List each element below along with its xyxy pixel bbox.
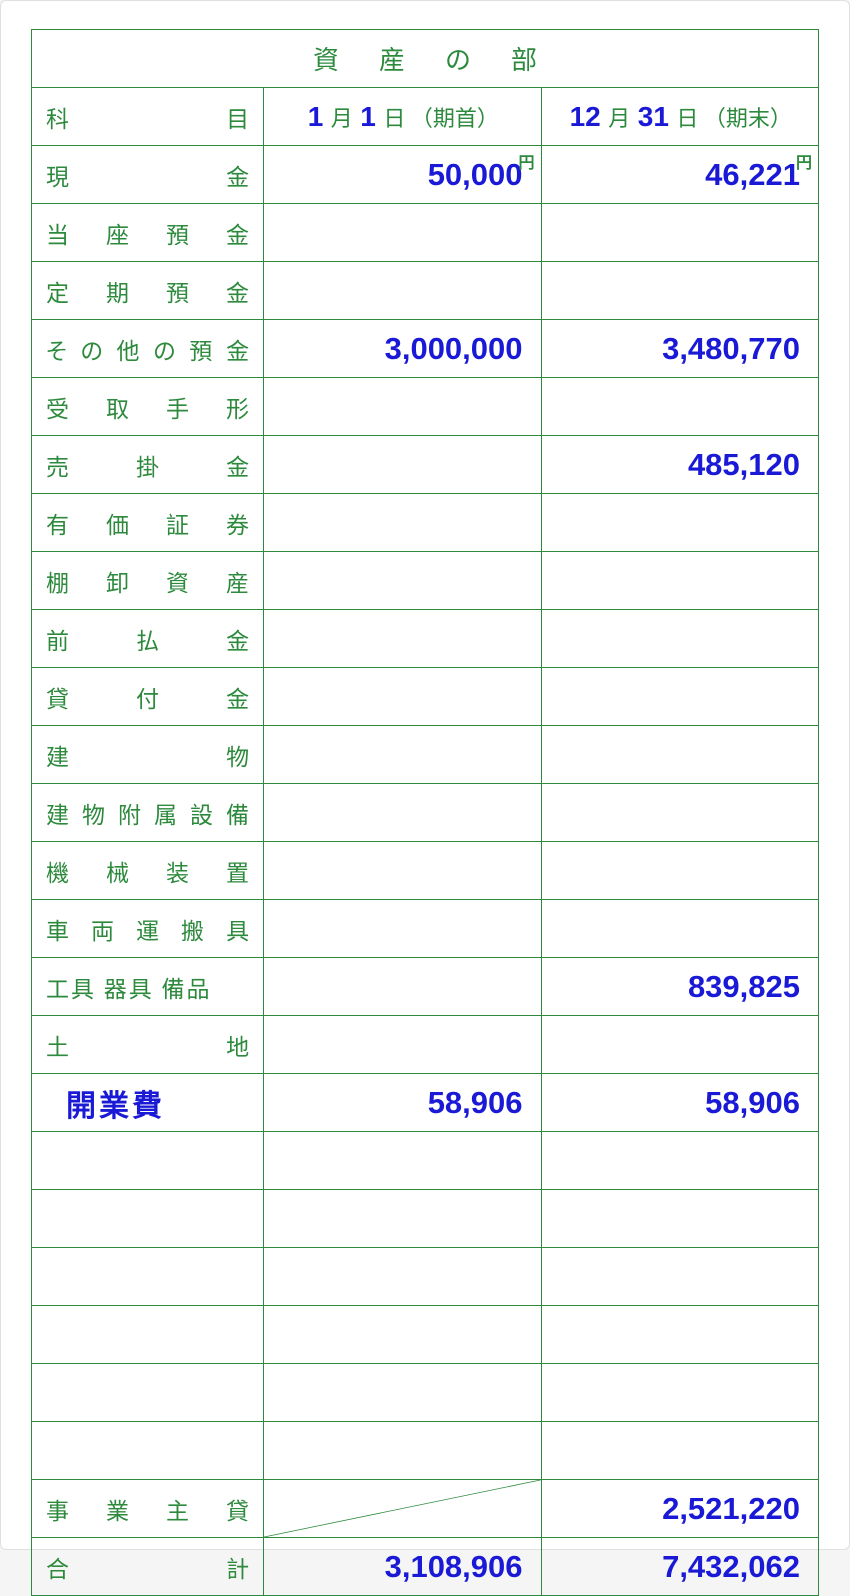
owner-draw-start-na <box>264 1480 541 1538</box>
amount-start <box>264 784 541 842</box>
amount-end <box>541 1248 818 1306</box>
account-label-empty <box>32 1422 264 1480</box>
amount-start: 50,000円 <box>264 146 541 204</box>
account-label: 工具 器具 備品 <box>32 958 264 1016</box>
amount-start <box>264 494 541 552</box>
section-title: 資産の部 <box>32 30 819 88</box>
amount-end <box>541 1016 818 1074</box>
amount-start <box>264 204 541 262</box>
amount-end <box>541 378 818 436</box>
yen-symbol: 円 <box>519 149 535 173</box>
header-period-start: 1 月 1 日 （期首） <box>264 88 541 146</box>
amount-start <box>264 1016 541 1074</box>
amount-start <box>264 900 541 958</box>
account-label: 車両運搬具 <box>32 900 264 958</box>
account-label: 土地 <box>32 1016 264 1074</box>
amount-end: 839,825 <box>541 958 818 1016</box>
assets-table: 資産の部 科目 1 月 1 日 （期首） 12 月 31 日 （期末） 現金50… <box>31 29 819 1596</box>
amount-end <box>541 1190 818 1248</box>
total-end: 7,432,062 <box>541 1538 818 1596</box>
amount-end <box>541 668 818 726</box>
account-label-custom: 開業費 <box>32 1074 264 1132</box>
amount-end <box>541 262 818 320</box>
amount-end: 3,480,770 <box>541 320 818 378</box>
account-label: 現金 <box>32 146 264 204</box>
account-label: 当座預金 <box>32 204 264 262</box>
amount-end <box>541 1422 818 1480</box>
amount-end <box>541 552 818 610</box>
account-label: 定期預金 <box>32 262 264 320</box>
amount-end <box>541 784 818 842</box>
total-label: 合計 <box>32 1538 264 1596</box>
account-label: 受取手形 <box>32 378 264 436</box>
account-label: 建物 <box>32 726 264 784</box>
account-label: 貸付金 <box>32 668 264 726</box>
account-label: 建物附属設備 <box>32 784 264 842</box>
amount-start <box>264 610 541 668</box>
account-label-empty <box>32 1132 264 1190</box>
amount-end: 46,221円 <box>541 146 818 204</box>
amount-end <box>541 204 818 262</box>
amount-start <box>264 668 541 726</box>
account-label: 有価証券 <box>32 494 264 552</box>
amount-end <box>541 900 818 958</box>
amount-start <box>264 1364 541 1422</box>
amount-end <box>541 494 818 552</box>
amount-start: 58,906 <box>264 1074 541 1132</box>
amount-end <box>541 842 818 900</box>
amount-end: 58,906 <box>541 1074 818 1132</box>
amount-start <box>264 842 541 900</box>
amount-start <box>264 958 541 1016</box>
amount-start <box>264 1132 541 1190</box>
amount-end <box>541 1132 818 1190</box>
amount-start <box>264 726 541 784</box>
header-period-end: 12 月 31 日 （期末） <box>541 88 818 146</box>
amount-end <box>541 1306 818 1364</box>
amount-start <box>264 1422 541 1480</box>
amount-end <box>541 610 818 668</box>
account-label: その他の預金 <box>32 320 264 378</box>
amount-start <box>264 378 541 436</box>
amount-start <box>264 436 541 494</box>
amount-start <box>264 552 541 610</box>
account-label-empty <box>32 1364 264 1422</box>
amount-end <box>541 726 818 784</box>
account-label-empty <box>32 1190 264 1248</box>
amount-start <box>264 262 541 320</box>
amount-start <box>264 1190 541 1248</box>
owner-draw-label: 事業主貸 <box>32 1480 264 1538</box>
account-label: 棚卸資産 <box>32 552 264 610</box>
account-label: 前払金 <box>32 610 264 668</box>
account-label-empty <box>32 1306 264 1364</box>
amount-end <box>541 1364 818 1422</box>
account-label: 機械装置 <box>32 842 264 900</box>
account-label-empty <box>32 1248 264 1306</box>
owner-draw-end: 2,521,220 <box>541 1480 818 1538</box>
amount-start: 3,000,000 <box>264 320 541 378</box>
balance-sheet: 資産の部 科目 1 月 1 日 （期首） 12 月 31 日 （期末） 現金50… <box>0 0 850 1550</box>
account-label: 売掛金 <box>32 436 264 494</box>
header-account: 科目 <box>32 88 264 146</box>
total-start: 3,108,906 <box>264 1538 541 1596</box>
amount-start <box>264 1248 541 1306</box>
amount-start <box>264 1306 541 1364</box>
amount-end: 485,120 <box>541 436 818 494</box>
yen-symbol: 円 <box>796 149 812 173</box>
